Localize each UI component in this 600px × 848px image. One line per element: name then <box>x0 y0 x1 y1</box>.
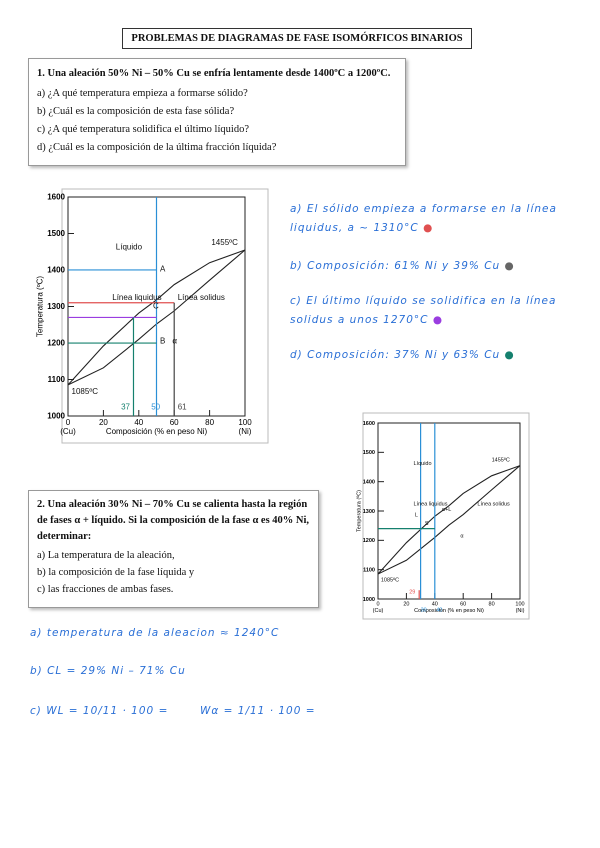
x-end-label: (Cu) <box>60 427 76 436</box>
y-tick-label: 1000 <box>47 412 65 421</box>
y-tick-label: 1400 <box>363 480 375 486</box>
x-end-label: (Ni) <box>239 427 252 436</box>
x-tick-label: 80 <box>489 602 495 608</box>
diagram-label: Línea solidus <box>477 502 510 508</box>
frame <box>362 412 530 620</box>
answer-text: b) Composición: 61% Ni y 39% Cu <box>290 260 501 272</box>
diagram-label: 1455ºC <box>211 238 238 247</box>
answer-text: a) El sólido empieza a formarse en la lí… <box>290 203 557 234</box>
diagram-label: 1455ºC <box>492 457 510 464</box>
diagram-label: S <box>425 521 429 527</box>
diagram-label: C <box>153 302 159 311</box>
problem-2: 2. Una aleación 30% Ni – 70% Cu se calie… <box>28 490 319 608</box>
solidus-curve <box>377 465 521 575</box>
answer: d) Composición: 37% Ni y 63% Cu ● <box>290 349 515 361</box>
plot-area <box>377 422 521 600</box>
x-axis-label: Composición (% en peso Ni) <box>414 608 484 614</box>
hw-label: 37 <box>121 402 130 411</box>
y-tick-label: 1600 <box>47 193 65 202</box>
frame <box>61 188 269 444</box>
x-tick-label: 40 <box>134 418 143 427</box>
answer: b) Composición: 61% Ni y 39% Cu ● <box>290 260 515 272</box>
x-tick-label: 0 <box>66 418 71 427</box>
title: PROBLEMAS DE DIAGRAMAS DE FASE ISOMÓRFIC… <box>122 28 472 49</box>
diagram-label: α+L <box>442 507 451 513</box>
answer: c) El último líquido se solidifica en la… <box>290 295 557 326</box>
y-tick-label: 1300 <box>47 302 65 311</box>
x-tick-label: 60 <box>460 602 466 608</box>
y-tick-label: 1200 <box>363 538 375 544</box>
question: d) ¿Cuál es la composición de la última … <box>37 142 277 153</box>
y-axis-label: Temperatura (ºC) <box>355 490 362 532</box>
y-tick-label: 1400 <box>47 266 65 275</box>
diagram-label: B <box>160 337 165 346</box>
hw-label: 29 <box>409 590 415 596</box>
answer: b) CL = 29% Ni – 71% Cu <box>30 665 186 677</box>
statement: 1. Una aleación 50% Ni – 50% Cu se enfrí… <box>37 68 391 79</box>
y-tick-label: 1500 <box>47 229 65 238</box>
hw-label: 30 <box>421 607 427 613</box>
answer: Wα = 1/11 · 100 = <box>200 705 316 717</box>
answer-text: d) Composición: 37% Ni y 63% Cu <box>290 349 501 361</box>
x-end-label: (Cu) <box>373 608 384 614</box>
y-tick-label: 1100 <box>363 568 375 574</box>
y-tick-label: 1300 <box>363 509 375 515</box>
diagram-label: α <box>460 533 464 539</box>
answer: a) El sólido empieza a formarse en la lí… <box>290 203 557 234</box>
question: c) ¿A qué temperatura solidifica el últi… <box>37 124 249 135</box>
y-tick-label: 1500 <box>363 450 375 456</box>
diagram-label: Línea liquidus <box>414 502 448 508</box>
x-tick-label: 100 <box>238 418 252 427</box>
problem-1: 1. Una aleación 50% Ni – 50% Cu se enfrí… <box>28 58 406 166</box>
diagram-label: A <box>160 264 166 273</box>
x-axis-label: Composición (% en peso Ni) <box>106 427 208 436</box>
x-tick-label: 40 <box>432 602 438 608</box>
x-tick-label: 20 <box>403 602 409 608</box>
diagram-label: 1085ºC <box>72 387 99 396</box>
y-tick-label: 1200 <box>47 339 65 348</box>
answer: a) temperatura de la aleacion ≈ 1240°C <box>30 627 280 639</box>
diagram-label: 1085ºC <box>381 576 399 583</box>
diagram-label: α <box>172 337 177 346</box>
diagram-label: Línea solidus <box>178 293 225 302</box>
x-tick-label: 80 <box>205 418 214 427</box>
y-axis-label: Temperatura (ºC) <box>35 276 44 337</box>
hw-label: 40 <box>436 607 442 613</box>
question: c) las fracciones de ambas fases. <box>37 584 174 595</box>
x-end-label: (Ni) <box>516 608 525 614</box>
answer: c) WL = 10/11 · 100 = <box>30 705 169 717</box>
x-tick-label: 100 <box>515 602 524 608</box>
y-tick-label: 1000 <box>363 597 375 603</box>
hw-label: 50 <box>151 402 160 411</box>
y-tick-label: 1100 <box>48 375 66 384</box>
x-tick-label: 0 <box>376 602 379 608</box>
question: a) ¿A qué temperatura empieza a formarse… <box>37 88 248 99</box>
x-tick-label: 60 <box>170 418 179 427</box>
diagram-label: L <box>415 512 418 518</box>
hw-label: 61 <box>178 402 187 411</box>
question: b) la composición de la fase líquida y <box>37 567 195 578</box>
question: a) La temperatura de la aleación, <box>37 550 175 561</box>
diagram-label: Líquido <box>414 461 432 467</box>
diagram-label: Línea liquidus <box>112 293 161 302</box>
y-tick-label: 1600 <box>363 421 375 427</box>
diagram-label: Líquido <box>116 243 143 252</box>
statement: 2. Una aleación 30% Ni – 70% Cu se calie… <box>37 499 310 542</box>
question: b) ¿Cuál es la composición de esta fase … <box>37 106 235 117</box>
x-tick-label: 20 <box>99 418 108 427</box>
liquidus-curve <box>377 465 521 575</box>
answer-text: c) El último líquido se solidifica en la… <box>290 295 557 326</box>
